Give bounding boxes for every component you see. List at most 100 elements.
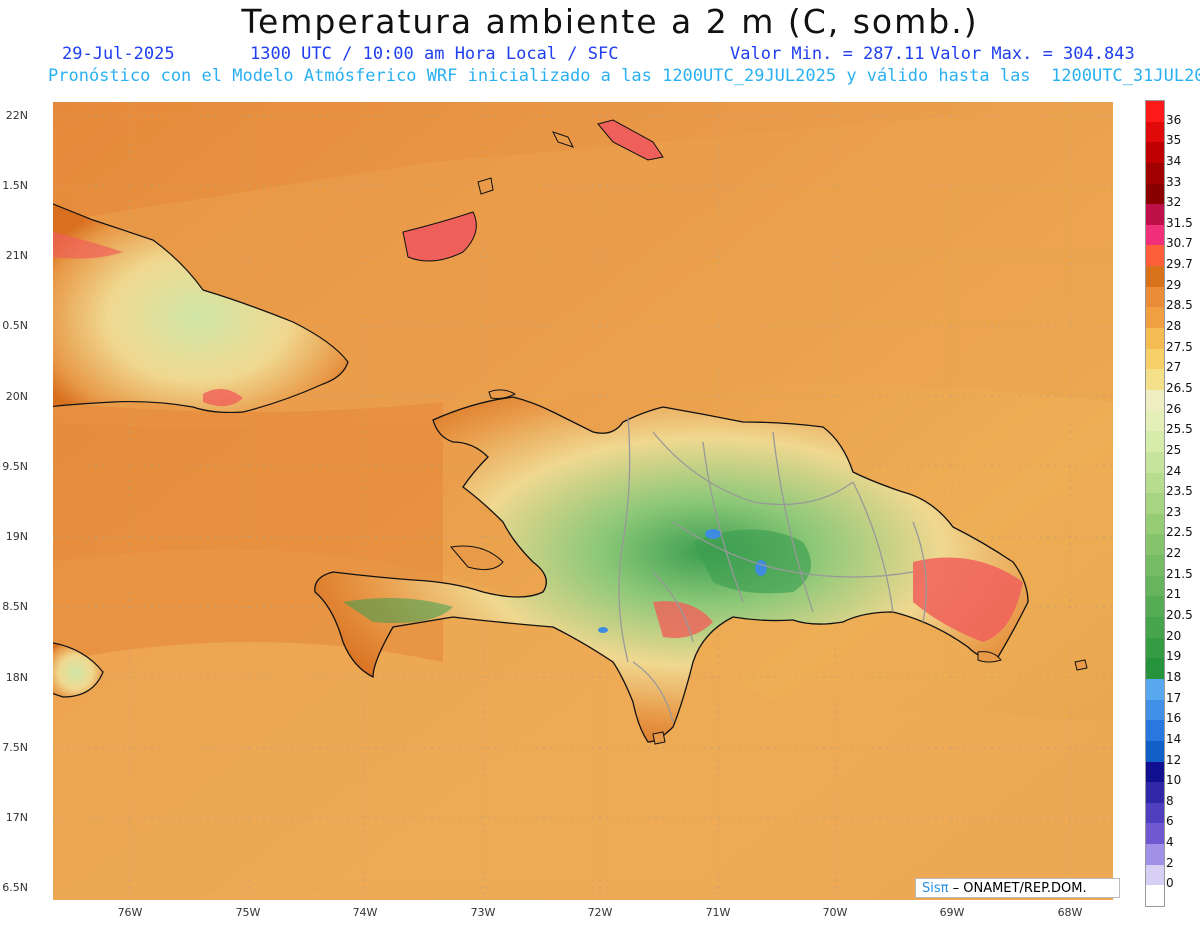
legend-label: 25.5 <box>1166 422 1193 437</box>
legend-label: 20.5 <box>1166 608 1193 623</box>
lat-tick-21n: 21N <box>5 249 28 262</box>
legend-label: 32 <box>1166 195 1182 210</box>
lake-sabana-yegua <box>755 560 767 576</box>
legend-swatch <box>1146 245 1164 267</box>
credit-box: Sisπ – ONAMET/REP.DOM. <box>915 878 1120 898</box>
caicos-islands <box>597 119 664 161</box>
legend-label: 18 <box>1166 669 1182 684</box>
lon-tick-75w: 75W <box>235 906 261 919</box>
southwest-peninsula-cold <box>343 598 453 623</box>
legend-label: 27 <box>1166 360 1182 375</box>
great-inagua-island <box>402 211 477 262</box>
legend-label: 31.5 <box>1166 215 1193 230</box>
lat-tick-20-5n: 0.5N <box>2 319 28 332</box>
legend-label: 21 <box>1166 587 1182 602</box>
legend-label: 2 <box>1166 855 1174 870</box>
legend-label: 26.5 <box>1166 380 1193 395</box>
legend-swatch <box>1146 328 1164 350</box>
legend-label: 26 <box>1166 401 1182 416</box>
legend-swatch <box>1146 493 1164 515</box>
legend-swatch <box>1146 472 1164 494</box>
legend-swatch <box>1146 224 1164 246</box>
lon-tick-72w: 72W <box>587 906 613 919</box>
legend-swatch <box>1146 761 1164 783</box>
legend-swatch <box>1146 431 1164 453</box>
lat-tick-16-5n: 6.5N <box>2 881 28 894</box>
legend-label: 6 <box>1166 814 1174 829</box>
color-legend-bar <box>1145 100 1165 907</box>
legend-swatch <box>1146 451 1164 474</box>
legend-label: 12 <box>1166 752 1182 767</box>
legend-swatch <box>1146 555 1164 577</box>
eastern-hot-area <box>913 557 1023 642</box>
temperature-map <box>53 102 1113 900</box>
legend-swatch <box>1146 844 1164 866</box>
lon-tick-76w: 76W <box>117 906 143 919</box>
jamaica-landmass <box>53 642 104 698</box>
lat-tick-17n: 17N <box>5 811 28 824</box>
lat-tick-22n: 22N <box>5 109 28 122</box>
legend-swatch <box>1146 307 1164 329</box>
lat-tick-19n: 19N <box>5 530 28 543</box>
legend-label: 19 <box>1166 649 1182 664</box>
legend-swatch <box>1146 720 1164 742</box>
lat-tick-19-5n: 9.5N <box>2 460 28 473</box>
model-subtitle: Pronóstico con el Modelo Atmósferico WRF… <box>48 66 1200 86</box>
legend-label: 30.7 <box>1166 236 1193 251</box>
legend-swatch <box>1146 266 1164 288</box>
legend-swatch <box>1146 142 1164 164</box>
legend-label: 21.5 <box>1166 566 1193 581</box>
legend-label: 29.7 <box>1166 257 1193 272</box>
legend-swatch <box>1146 101 1164 123</box>
legend-swatch <box>1146 658 1164 680</box>
legend-label: 33 <box>1166 174 1182 189</box>
legend-label: 22.5 <box>1166 525 1193 540</box>
tortuga-island <box>488 389 517 399</box>
cuba-hot-spot <box>203 388 243 407</box>
lon-tick-70w: 70W <box>822 906 848 919</box>
lon-tick-69w: 69W <box>939 906 965 919</box>
legend-swatch <box>1146 596 1164 618</box>
legend-swatch <box>1146 534 1164 556</box>
legend-swatch <box>1146 410 1164 432</box>
legend-label: 34 <box>1166 153 1182 168</box>
legend-label: 25 <box>1166 442 1182 457</box>
legend-label: 16 <box>1166 711 1182 726</box>
lon-tick-68w: 68W <box>1057 906 1083 919</box>
credit-text: – ONAMET/REP.DOM. <box>952 881 1087 896</box>
legend-label: 28.5 <box>1166 298 1193 313</box>
small-island <box>477 177 494 195</box>
legend-swatch <box>1146 740 1164 762</box>
southern-hot-area <box>653 601 713 638</box>
legend-swatch <box>1146 183 1164 205</box>
legend-label: 24 <box>1166 463 1182 478</box>
legend-swatch <box>1146 699 1164 721</box>
lat-tick-21-5n: 1.5N <box>2 179 28 192</box>
legend-label: 36 <box>1166 112 1182 127</box>
legend-label: 20 <box>1166 628 1182 643</box>
lat-tick-20n: 20N <box>5 390 28 403</box>
lon-tick-73w: 73W <box>470 906 496 919</box>
legend-swatch <box>1146 369 1164 391</box>
legend-swatch <box>1146 162 1164 185</box>
valid-date: 29-Jul-2025 <box>62 44 175 64</box>
legend-label: 23.5 <box>1166 484 1193 499</box>
sispi-logo: Sisπ <box>922 881 949 896</box>
legend-label: 0 <box>1166 876 1174 891</box>
lon-tick-74w: 74W <box>352 906 378 919</box>
legend-label: 22 <box>1166 546 1182 561</box>
valid-time: 1300 UTC / 10:00 am Hora Local / SFC <box>250 44 619 64</box>
legend-swatch <box>1146 286 1164 308</box>
legend-swatch <box>1146 575 1164 597</box>
legend-swatch <box>1146 823 1164 845</box>
mona-island <box>1074 659 1088 671</box>
lat-tick-17-5n: 7.5N <box>2 741 28 754</box>
legend-swatch <box>1146 864 1164 886</box>
legend-label: 8 <box>1166 793 1174 808</box>
lake-enriquillo <box>598 627 608 633</box>
beata-island <box>652 731 666 745</box>
legend-swatch <box>1146 121 1164 143</box>
hispaniola-landmass <box>314 396 1029 743</box>
legend-label: 23 <box>1166 504 1182 519</box>
legend-swatch <box>1146 204 1164 226</box>
